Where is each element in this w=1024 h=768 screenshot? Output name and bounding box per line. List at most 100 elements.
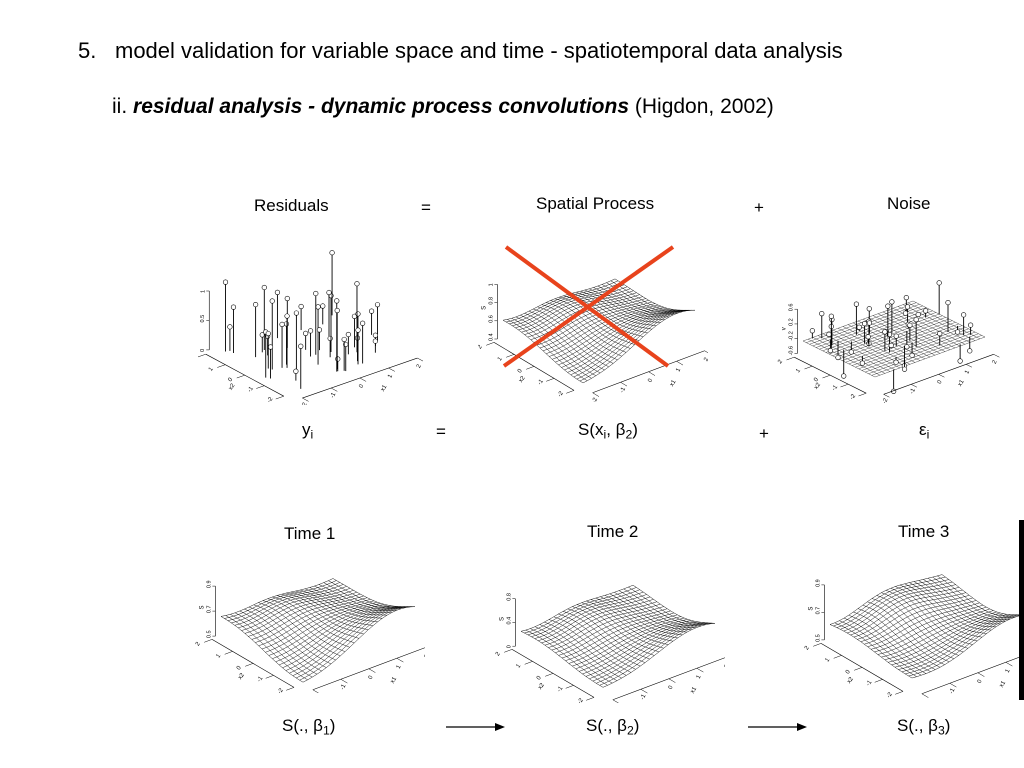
mesh-line <box>272 596 355 644</box>
x2-tick <box>504 649 513 653</box>
mesh-line <box>238 588 351 629</box>
mesh-line <box>227 582 340 621</box>
residual-point <box>354 335 361 341</box>
mesh-line <box>550 300 631 349</box>
x2-axis-label: x2 <box>237 672 246 681</box>
mesh-line <box>576 604 660 653</box>
title-number: 5. <box>78 38 97 63</box>
mesh-line <box>895 586 978 642</box>
mesh-line <box>599 622 712 686</box>
x2-tick <box>874 679 883 683</box>
x2-tick-label: 1 <box>824 657 831 664</box>
x2-tick-label: 1 <box>215 653 222 660</box>
mesh-line <box>827 331 901 369</box>
s-beta-close: ) <box>329 716 336 735</box>
x2-tick <box>236 374 245 379</box>
mesh-line <box>314 585 397 611</box>
subtitle-citation: (Higdon, 2002) <box>634 95 774 118</box>
mesh-line <box>610 280 691 311</box>
epsilon-letter: ε <box>919 420 927 439</box>
z-tick-label: 1 <box>200 290 206 293</box>
mesh-line <box>881 592 964 653</box>
mesh-line <box>573 309 686 378</box>
residual-point <box>274 289 281 295</box>
mesh-line <box>857 320 931 358</box>
x2-tick <box>275 395 284 400</box>
slide-subtitle: ii. residual analysis - dynamic process … <box>112 95 774 119</box>
z-axis-label: S <box>499 617 505 621</box>
z-tick-label: 0 <box>200 349 206 352</box>
mesh-line <box>812 337 886 374</box>
x1-tick-label: 2 <box>703 356 708 362</box>
z-tick-label: 0 <box>506 645 512 648</box>
mesh-line <box>239 610 322 672</box>
y-subscript: i <box>310 427 314 442</box>
residual-point <box>893 333 899 339</box>
mesh-line <box>581 602 664 649</box>
x1-axis-line <box>612 657 725 701</box>
spatial-process-label: Spatial Process <box>536 194 655 213</box>
x2-tick-label: -1 <box>247 385 255 393</box>
mesh-line <box>904 583 987 634</box>
x2-tick <box>506 354 515 358</box>
mesh-line <box>231 584 344 624</box>
s-beta-prefix: S(., β <box>282 716 323 735</box>
x1-tick-label: -2 <box>591 396 599 402</box>
x2-tick <box>813 643 822 647</box>
x2-tick-label: 2 <box>478 344 484 351</box>
residual-point <box>374 302 381 308</box>
x2-tick <box>198 353 206 358</box>
z-tick-label: 0.6 <box>488 315 494 323</box>
x1-axis-line <box>302 357 418 399</box>
z-tick-label: 1 <box>488 283 494 286</box>
mesh-line <box>601 284 683 313</box>
mesh-line <box>576 291 657 326</box>
x1-tick <box>938 374 945 378</box>
x1-axis-label: x1 <box>690 686 699 695</box>
mesh-line <box>534 594 647 639</box>
epsilon-subscript: i <box>926 427 930 442</box>
mesh-line <box>842 326 916 363</box>
z-tick-label: 0.8 <box>488 297 494 305</box>
x2-tick-label: -1 <box>537 378 545 386</box>
residual-point <box>261 284 267 291</box>
residual-point <box>945 299 951 306</box>
residual-point <box>313 290 319 297</box>
mesh-line <box>912 300 986 338</box>
residual-point <box>293 368 299 374</box>
residual-point <box>889 299 895 305</box>
residual-point <box>904 344 910 350</box>
time3-label: Time 3 <box>898 522 950 541</box>
x1-axis-label: x1 <box>390 676 399 685</box>
residual-point <box>904 304 911 310</box>
residual-point <box>861 320 868 327</box>
mesh-line <box>234 612 318 675</box>
x2-tick-label: 2 <box>777 358 784 365</box>
x2-axis-label: x2 <box>537 682 546 691</box>
x1-axis-label: x1 <box>957 379 966 388</box>
mesh-line <box>332 578 416 607</box>
z-axis-label: S <box>481 306 487 310</box>
mesh-line <box>244 608 327 668</box>
mesh-line <box>882 311 956 349</box>
mesh-line <box>628 586 711 625</box>
x2-tick-label: 2 <box>195 641 202 648</box>
mesh-line <box>328 580 411 608</box>
residual-point <box>283 321 290 327</box>
residual-point <box>355 311 361 317</box>
mesh-line <box>941 574 1024 615</box>
time1-label: Time 1 <box>284 524 336 543</box>
residual-point <box>307 328 314 334</box>
x2-tick-label: -1 <box>556 685 564 693</box>
mesh-line <box>609 593 692 630</box>
residual-point <box>334 307 340 314</box>
mesh-line <box>511 318 592 379</box>
mesh-line <box>507 319 588 381</box>
mesh-line <box>907 302 981 339</box>
residual-point <box>267 344 274 350</box>
residuals-label: Residuals <box>254 196 329 215</box>
mesh-line <box>887 309 961 347</box>
mesh-line <box>597 285 678 314</box>
residual-point <box>885 303 891 309</box>
x1-tick-label: 1 <box>696 674 703 680</box>
